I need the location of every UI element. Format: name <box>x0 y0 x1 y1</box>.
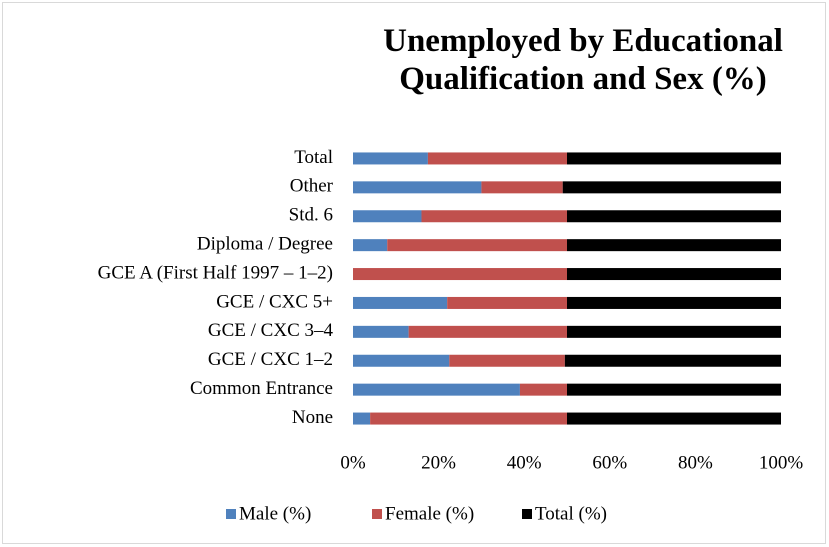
bar-segment <box>567 268 781 281</box>
y-tick-label: GCE A (First Half 1997 – 1–2) <box>98 262 333 283</box>
bar-segment <box>481 181 563 194</box>
bar-segment <box>567 210 781 223</box>
y-tick-label: Common Entrance <box>190 378 333 399</box>
chart-title: Unemployed by Educational Qualification … <box>383 23 783 97</box>
legend-label: Female (%) <box>385 503 474 524</box>
legend-swatch <box>372 509 382 519</box>
legend-swatch <box>522 509 532 519</box>
bar-segment <box>353 296 448 309</box>
x-tick-label: 60% <box>592 452 627 473</box>
bar-segment <box>567 296 781 309</box>
bar-segment <box>353 354 450 367</box>
bar-segment <box>421 210 567 223</box>
bar-segment <box>427 152 567 165</box>
bar-segment <box>519 383 567 396</box>
y-tick-label: Other <box>290 176 334 197</box>
bar-segment <box>449 354 565 367</box>
y-tick-label: None <box>292 407 333 428</box>
bar-segment <box>408 325 567 338</box>
bar-segment <box>562 181 781 194</box>
x-tick-label: 80% <box>678 452 713 473</box>
y-tick-label: GCE / CXC 5+ <box>216 291 333 312</box>
bar-segment <box>353 239 388 252</box>
bar-segment <box>353 268 567 281</box>
bar-segment <box>447 296 567 309</box>
bar-segment <box>353 412 371 425</box>
y-tick-label: GCE / CXC 1–2 <box>208 349 333 370</box>
y-tick-label: Diploma / Degree <box>197 234 333 255</box>
bar-segment <box>353 181 482 194</box>
legend-label: Total (%) <box>535 503 607 524</box>
bar-segment <box>387 239 567 252</box>
bar-segment <box>353 210 422 223</box>
x-tick-label: 20% <box>421 452 456 473</box>
bar-segment <box>567 239 781 252</box>
y-tick-label: Std. 6 <box>289 205 333 226</box>
legend-label: Male (%) <box>239 503 311 524</box>
y-tick-label: Total <box>294 147 333 168</box>
x-tick-label: 100% <box>759 452 804 473</box>
bar-segment <box>567 412 781 425</box>
bar-segment <box>353 383 520 396</box>
x-tick-label: 0% <box>340 452 366 473</box>
bar-segment <box>567 152 781 165</box>
bar-segment <box>567 325 781 338</box>
bar-segment <box>564 354 781 367</box>
x-tick-label: 40% <box>507 452 542 473</box>
bar-segment <box>567 383 781 396</box>
y-tick-label: GCE / CXC 3–4 <box>208 320 334 341</box>
bar-segment <box>353 325 409 338</box>
bar-segment <box>353 152 428 165</box>
bar-segment <box>370 412 567 425</box>
legend-swatch <box>226 509 236 519</box>
